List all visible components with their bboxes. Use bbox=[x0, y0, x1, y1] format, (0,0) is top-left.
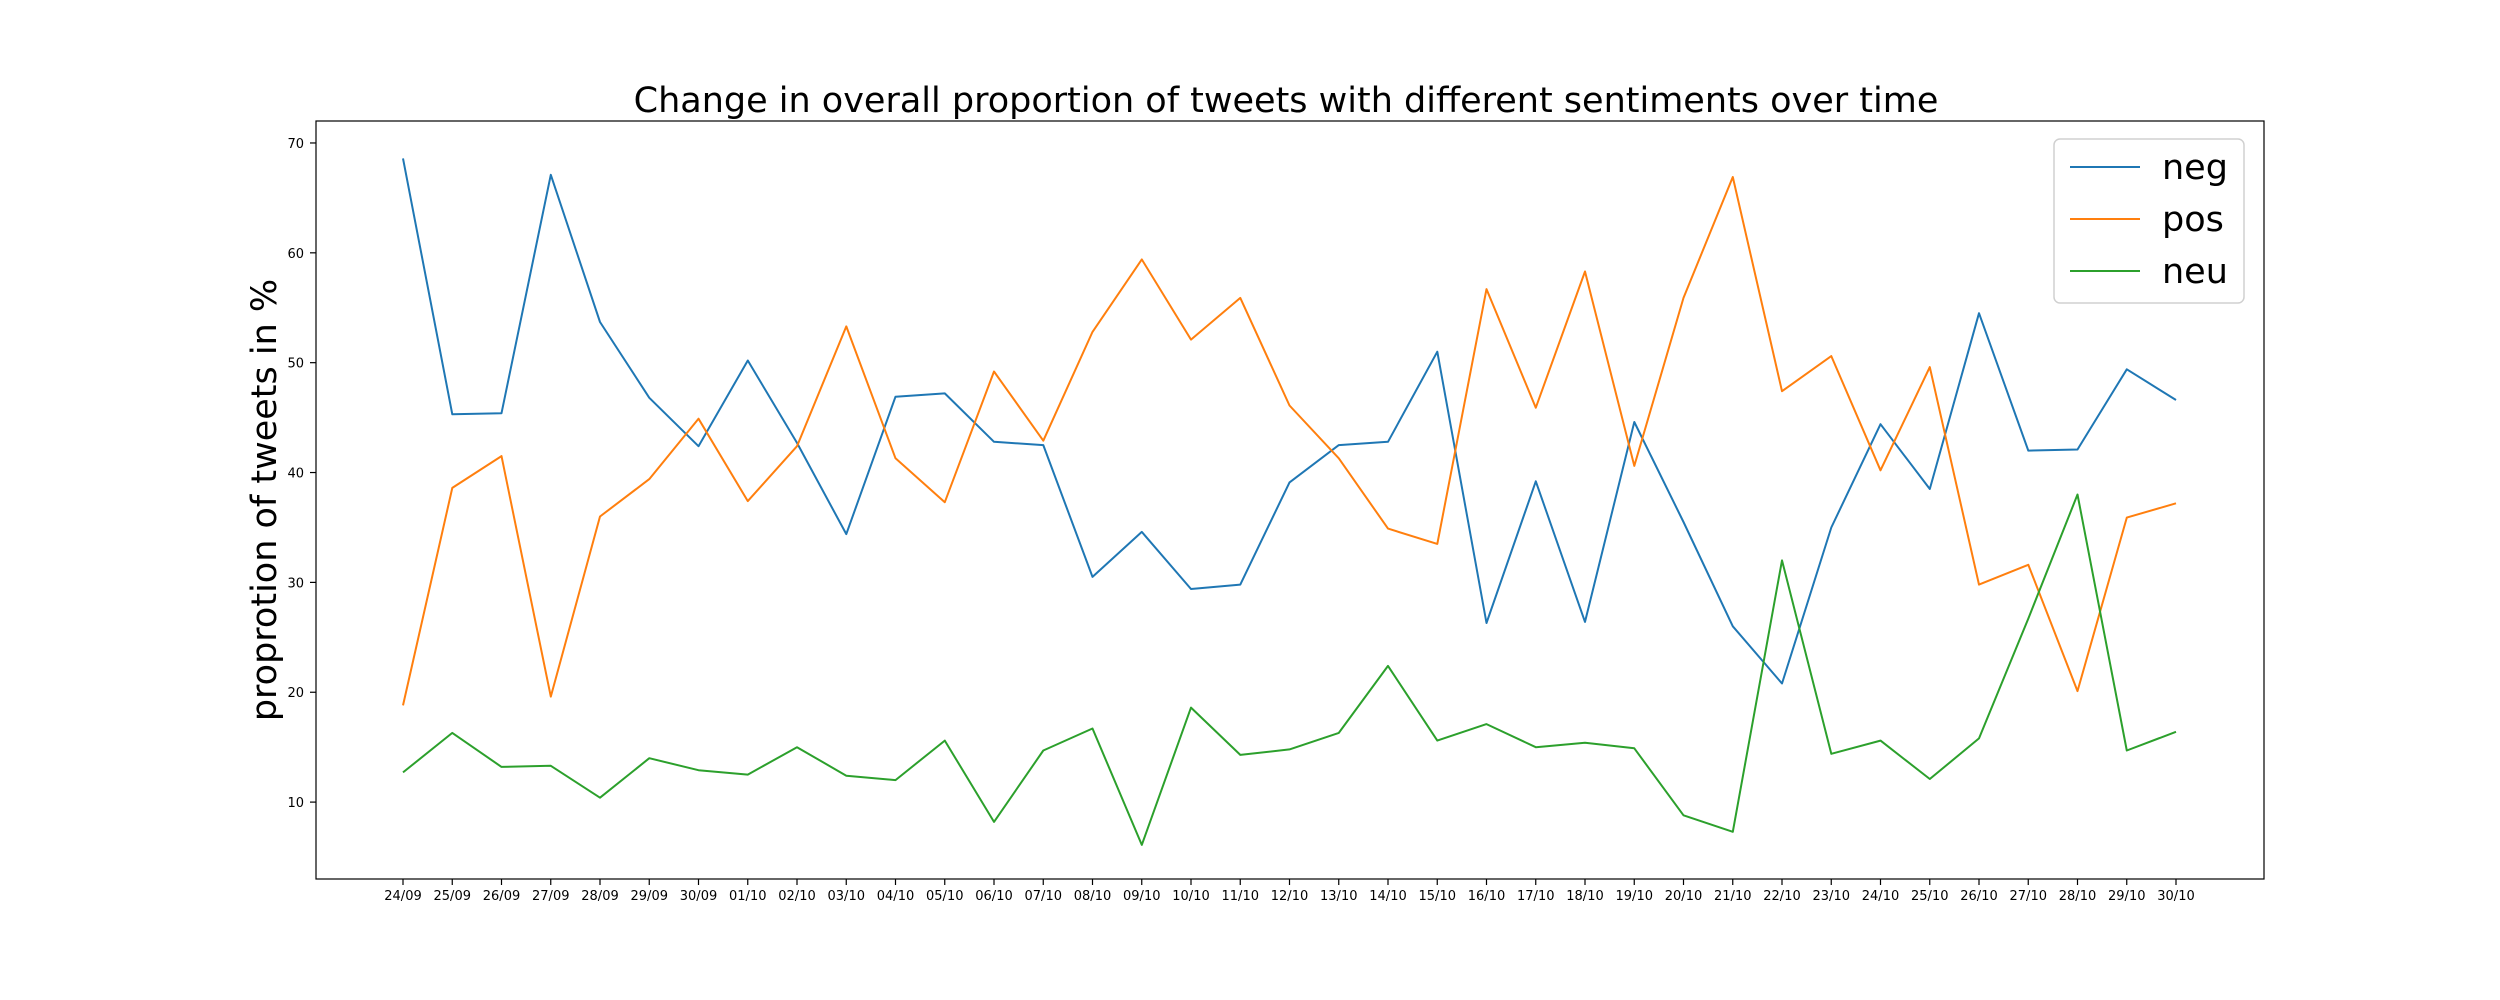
x-tick-label: 26/09 bbox=[483, 889, 520, 904]
legend-label-neu: neu bbox=[2162, 252, 2228, 292]
x-tick-label: 03/10 bbox=[828, 889, 865, 904]
series-line-pos bbox=[402, 176, 2177, 706]
x-tick-label: 20/10 bbox=[1665, 889, 1702, 904]
y-tick-label: 10 bbox=[287, 796, 304, 811]
x-tick-label: 10/10 bbox=[1172, 889, 1209, 904]
x-tick-label: 22/10 bbox=[1763, 889, 1800, 904]
x-tick-label: 25/10 bbox=[1911, 889, 1948, 904]
x-tick-label: 27/09 bbox=[532, 889, 569, 904]
x-tick-label: 28/10 bbox=[2059, 889, 2096, 904]
x-tick-label: 25/09 bbox=[434, 889, 471, 904]
legend-box bbox=[2053, 138, 2245, 304]
x-tick-label: 06/10 bbox=[975, 889, 1012, 904]
y-axis-label: proprotion of tweets in % bbox=[245, 279, 285, 721]
x-tick-label: 15/10 bbox=[1419, 889, 1456, 904]
x-tick-label: 09/10 bbox=[1123, 889, 1160, 904]
y-tick-label: 40 bbox=[287, 467, 304, 482]
chart-title: Change in overall proportion of tweets w… bbox=[634, 81, 1939, 121]
legend: neg pos neu bbox=[2053, 138, 2245, 304]
x-tick-label: 08/10 bbox=[1074, 889, 1111, 904]
x-tick-label: 16/10 bbox=[1468, 889, 1505, 904]
x-tick-label: 02/10 bbox=[778, 889, 815, 904]
y-tick-label: 70 bbox=[287, 137, 304, 152]
series-line-neu bbox=[402, 493, 2177, 846]
x-tick-label: 04/10 bbox=[877, 889, 914, 904]
series-line-neg bbox=[402, 158, 2177, 685]
y-tick-label: 20 bbox=[287, 686, 304, 701]
x-tick-label: 21/10 bbox=[1714, 889, 1751, 904]
x-tick-label: 29/09 bbox=[631, 889, 668, 904]
x-tick-label: 29/10 bbox=[2108, 889, 2145, 904]
plot-area bbox=[315, 120, 2265, 880]
x-axis: 24/09 25/09 26/09 27/09 28/09 29/09 30/09 01/10… bbox=[384, 879, 2195, 904]
x-tick-label: 27/10 bbox=[2010, 889, 2047, 904]
x-tick-label: 26/10 bbox=[1960, 889, 1997, 904]
x-tick-label: 05/10 bbox=[926, 889, 963, 904]
x-tick-label: 01/10 bbox=[729, 889, 766, 904]
x-tick-label: 07/10 bbox=[1025, 889, 1062, 904]
x-tick-label: 13/10 bbox=[1320, 889, 1357, 904]
series-lines bbox=[402, 158, 2177, 846]
legend-label-neg: neg bbox=[2162, 148, 2228, 188]
x-tick-label: 18/10 bbox=[1566, 889, 1603, 904]
x-tick-label: 30/10 bbox=[2157, 889, 2194, 904]
x-tick-label: 14/10 bbox=[1369, 889, 1406, 904]
x-tick-label: 30/09 bbox=[680, 889, 717, 904]
x-tick-label: 19/10 bbox=[1616, 889, 1653, 904]
x-tick-label: 12/10 bbox=[1271, 889, 1308, 904]
x-tick-label: 17/10 bbox=[1517, 889, 1554, 904]
x-tick-label: 28/09 bbox=[581, 889, 618, 904]
x-tick-label: 11/10 bbox=[1222, 889, 1259, 904]
x-tick-label: 24/10 bbox=[1862, 889, 1899, 904]
x-tick-label: 23/10 bbox=[1813, 889, 1850, 904]
y-axis: 10 20 30 40 50 60 70 bbox=[287, 137, 316, 811]
x-tick-label: 24/09 bbox=[384, 889, 421, 904]
y-tick-label: 30 bbox=[287, 576, 304, 591]
y-tick-label: 60 bbox=[287, 247, 304, 262]
legend-label-pos: pos bbox=[2162, 200, 2224, 240]
y-tick-label: 50 bbox=[287, 357, 304, 372]
